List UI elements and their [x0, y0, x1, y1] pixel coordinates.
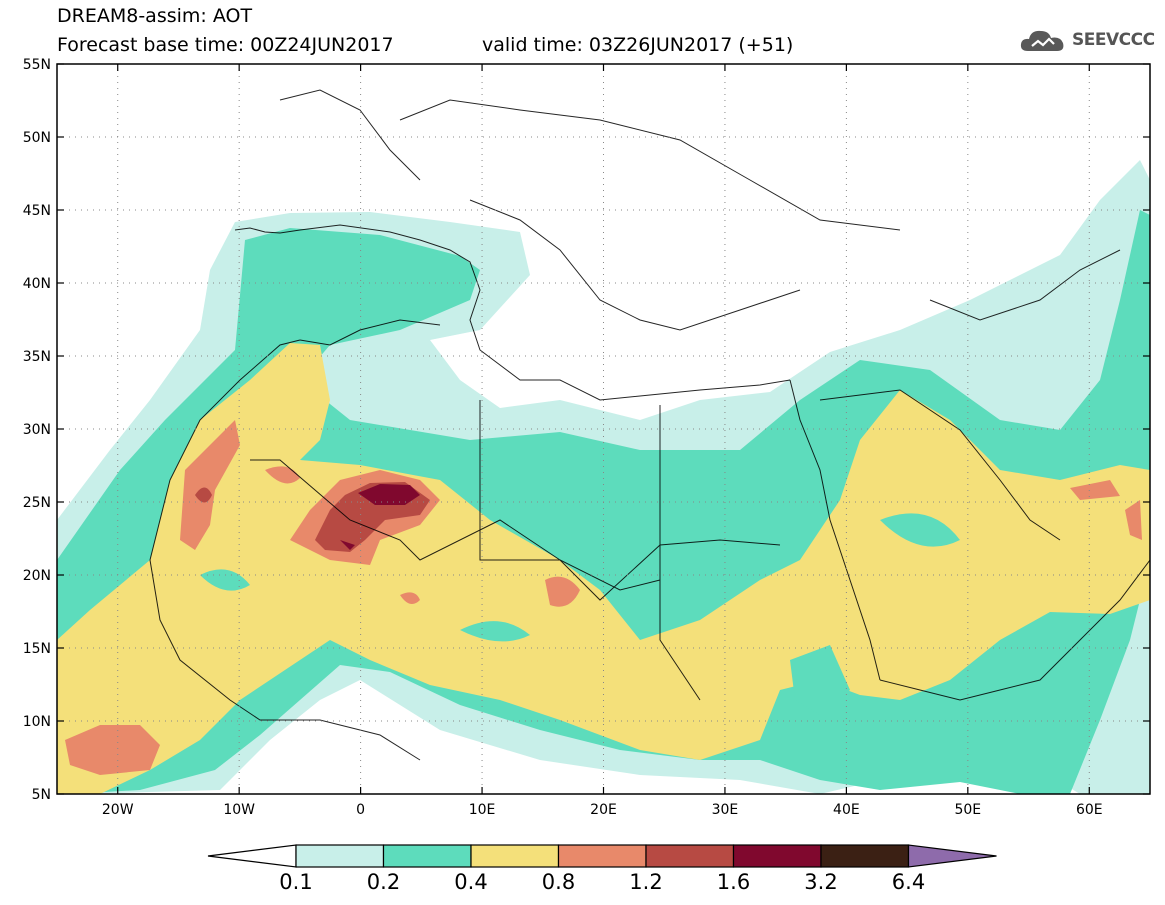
aot-band-1.6: [358, 484, 420, 505]
map-grid: [57, 64, 1150, 794]
lon-tick-label: 20W: [102, 802, 134, 818]
colorbar-swatch: [732, 844, 822, 868]
colorbar-label: 0.8: [542, 870, 575, 894]
colorbar-label: 0.2: [367, 870, 400, 894]
colorbar-label: 1.2: [629, 870, 662, 894]
colorbar-max-arrow: [907, 844, 997, 868]
lat-tick-label: 5N: [32, 787, 51, 803]
colorbar-swatch: [295, 844, 385, 868]
aot-band-0.4: [57, 343, 1150, 794]
colorbar-label: 0.4: [454, 870, 487, 894]
lat-tick-label: 55N: [23, 57, 51, 73]
coastlines: [149, 89, 1150, 761]
lat-tick-label: 40N: [23, 276, 51, 292]
cloud-icon: [1020, 30, 1064, 51]
lat-axis: 55N 50N 45N 40N 35N 30N 25N 20N 15N 10N 5N: [23, 57, 1150, 803]
lat-tick-label: 45N: [23, 203, 51, 219]
colorbar-swatch: [382, 844, 472, 868]
colorbar-label: 1.6: [717, 870, 750, 894]
lat-tick-label: 35N: [23, 349, 51, 365]
lat-tick-label: 20N: [23, 568, 51, 584]
lat-tick-label: 15N: [23, 641, 51, 657]
colorbar-label: 3.2: [804, 870, 837, 894]
colorbar-swatch: [820, 844, 910, 868]
lon-tick-label: 60E: [1076, 802, 1103, 818]
lon-tick-label: 0: [356, 802, 365, 818]
colorbar-min-arrow: [207, 844, 297, 868]
colorbar-swatch: [470, 844, 560, 868]
lon-tick-label: 40E: [833, 802, 860, 818]
colorbar-label: 6.4: [892, 870, 925, 894]
lon-axis: 20W 10W 0 10E 20E 30E 40E 50E 60E: [102, 64, 1103, 818]
model-title: DREAM8-assim: AOT: [57, 5, 253, 27]
lat-tick-label: 25N: [23, 495, 51, 511]
lon-tick-label: 10E: [469, 802, 496, 818]
colorbar-label: 0.1: [279, 870, 312, 894]
lat-tick-label: 10N: [23, 714, 51, 730]
lat-tick-label: 30N: [23, 422, 51, 438]
valid-time-label: valid time: 03Z26JUN2017 (+51): [482, 34, 794, 56]
colorbar: 0.1 0.2 0.4 0.8 1.2 1.6 3.2 6.4: [207, 844, 997, 894]
colorbar-swatch: [557, 844, 647, 868]
lon-tick-label: 20E: [590, 802, 617, 818]
seevccc-logo: SEEVCCC: [1018, 24, 1155, 56]
base-time-label: Forecast base time: 00Z24JUN2017: [57, 34, 394, 56]
lon-tick-label: 50E: [954, 802, 981, 818]
lat-tick-label: 50N: [23, 130, 51, 146]
lon-tick-label: 30E: [712, 802, 739, 818]
aot-band-0.8: [180, 420, 240, 550]
logo-text: SEEVCCC: [1072, 30, 1155, 50]
colorbar-swatch: [645, 844, 735, 868]
aot-field: [57, 89, 1150, 794]
lon-tick-label: 10W: [223, 802, 255, 818]
